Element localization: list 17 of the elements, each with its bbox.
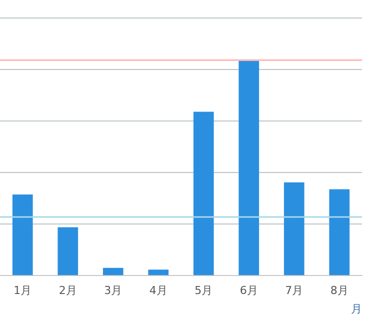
x-tick-label: 5月: [194, 284, 213, 298]
x-tick-label: 6月: [240, 284, 258, 298]
x-tick-label: 3月: [104, 284, 122, 298]
bar: [12, 194, 33, 276]
bar: [102, 268, 124, 276]
x-tick-label: 1月: [14, 284, 32, 298]
x-tick-label: 7月: [285, 284, 304, 298]
bar: [193, 112, 214, 276]
bar: [238, 60, 260, 276]
x-axis-title: 月: [351, 302, 362, 316]
bar: [284, 182, 304, 276]
x-tick-label: 8月: [330, 284, 348, 298]
bar: [148, 270, 169, 276]
bar: [329, 189, 350, 276]
bar: [58, 227, 78, 276]
x-tick-label: 4月: [149, 284, 168, 298]
x-tick-label: 2月: [58, 284, 77, 298]
